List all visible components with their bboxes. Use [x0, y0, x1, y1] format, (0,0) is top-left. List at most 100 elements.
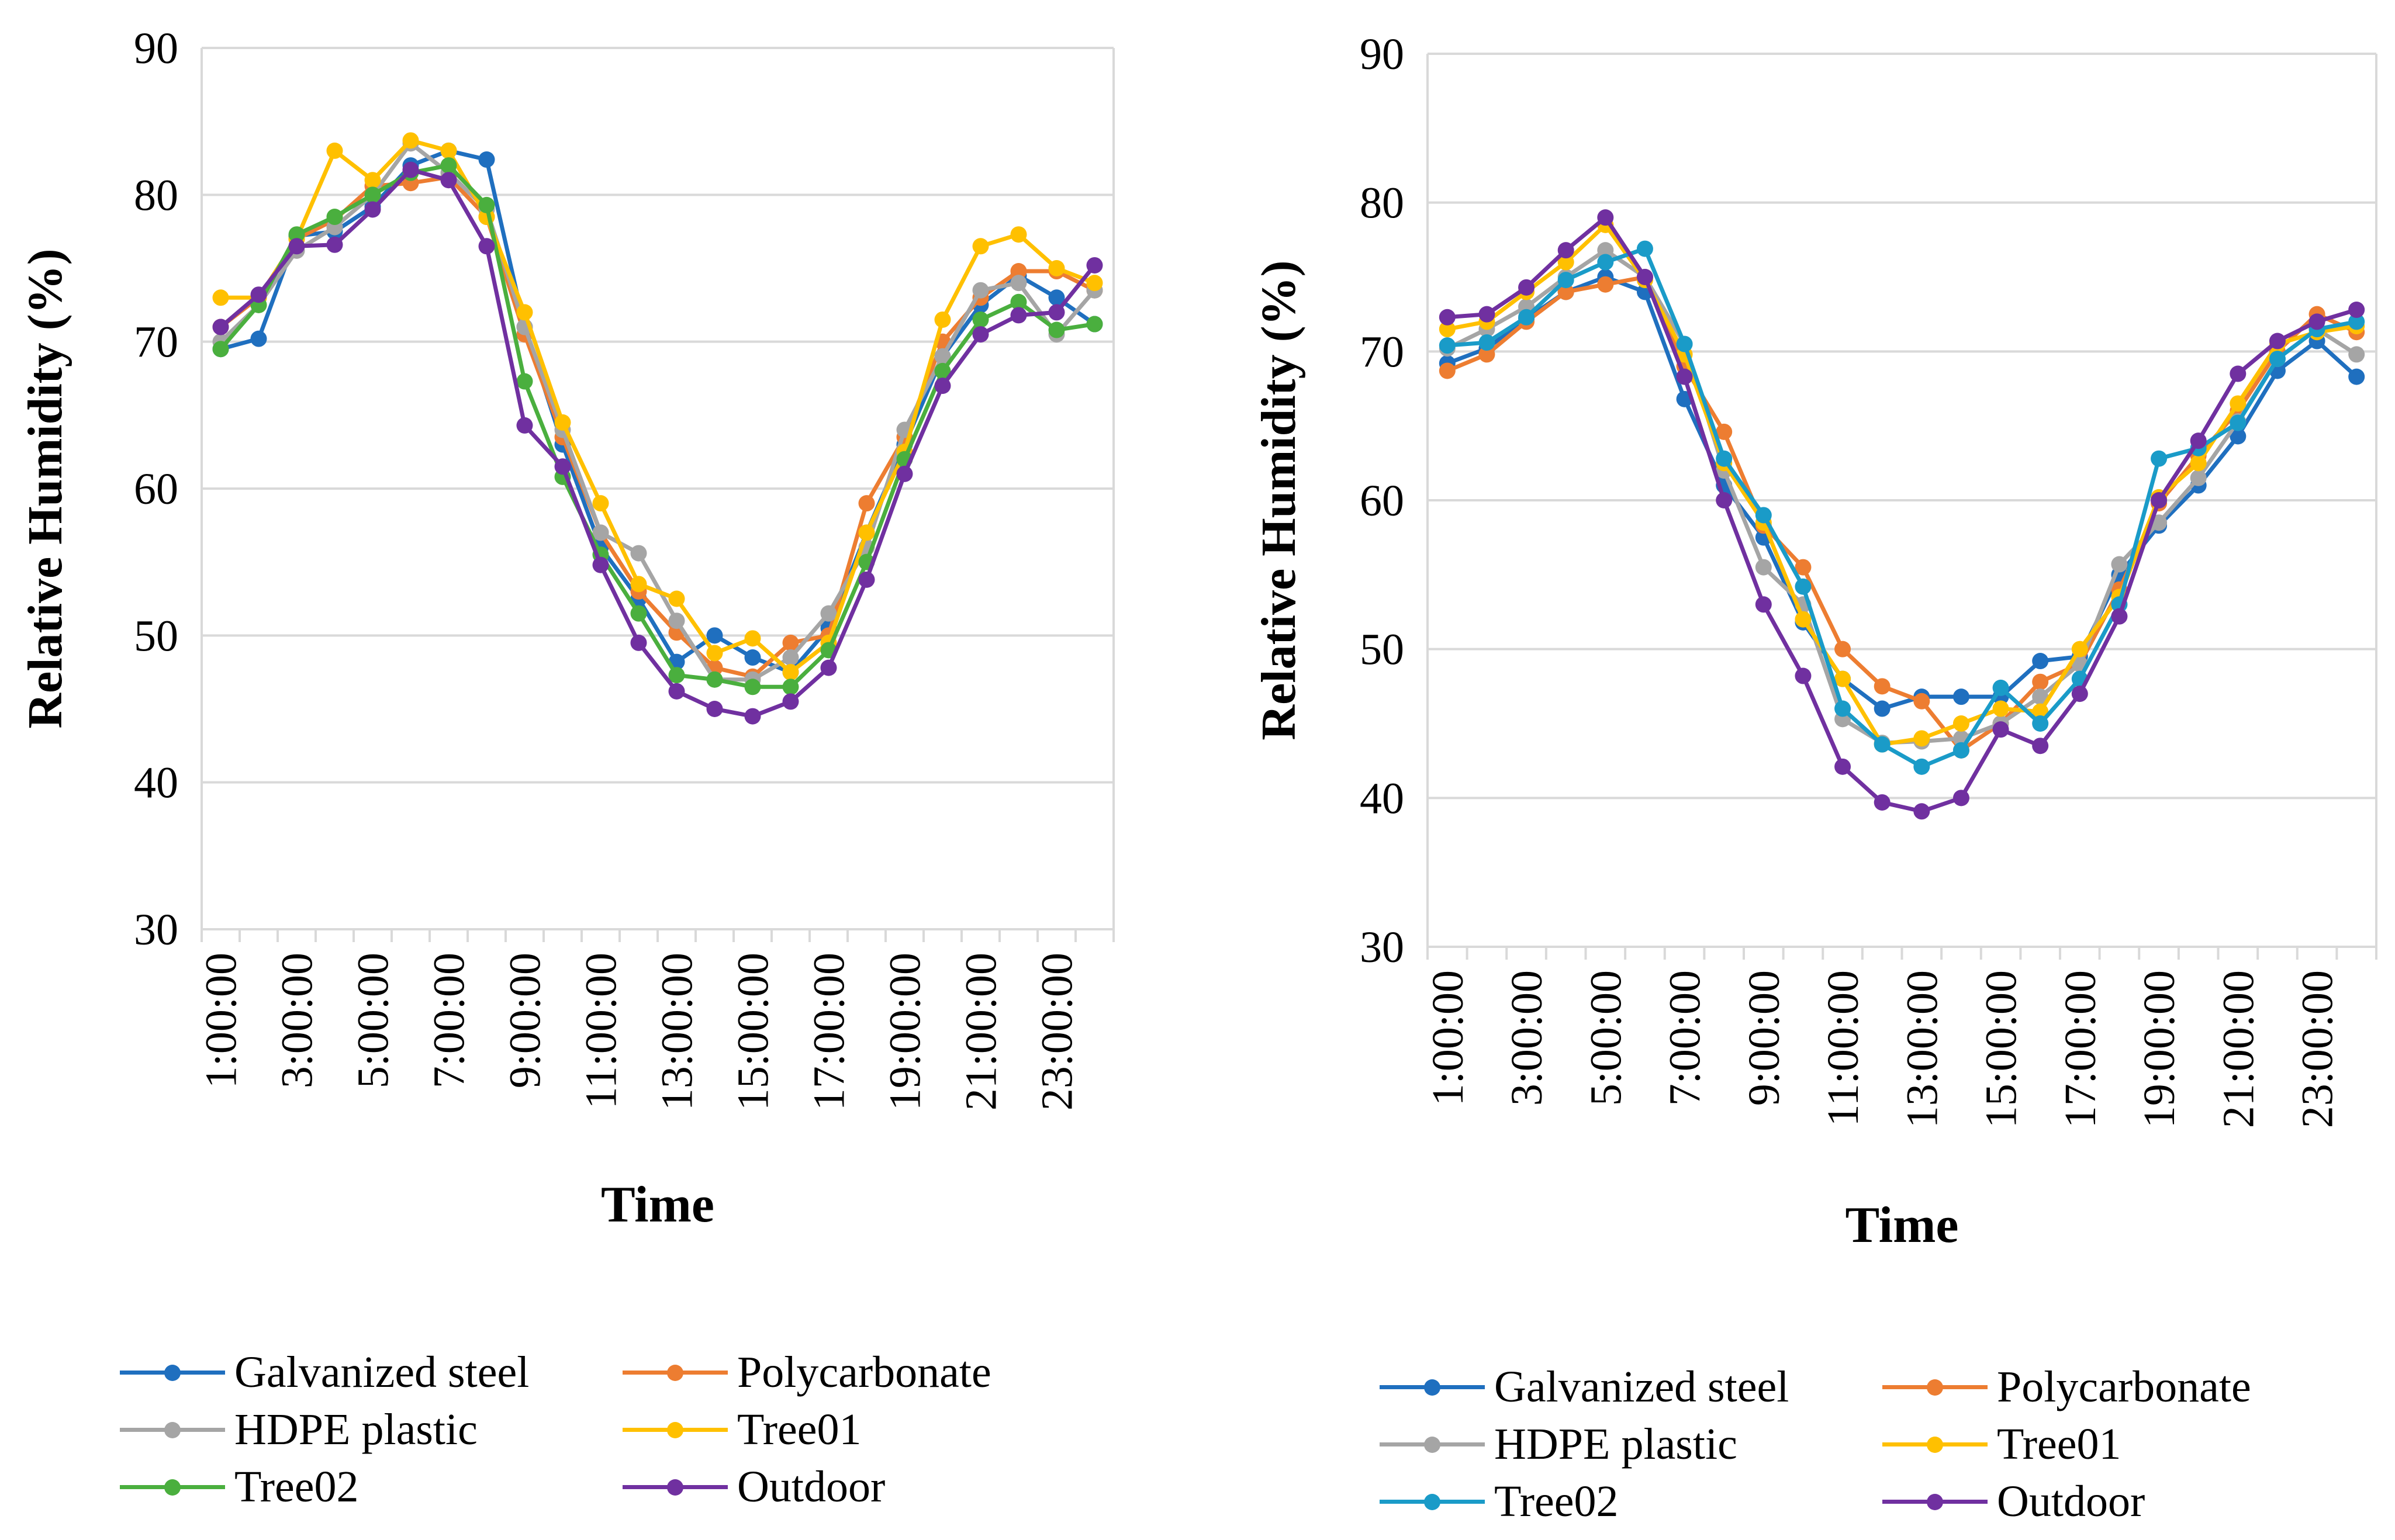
chart-right-data-point: [1557, 242, 1574, 259]
chart-right-legend-label: HDPE plastic: [1494, 1420, 1737, 1469]
chart-left-data-point: [744, 679, 761, 695]
chart-right-data-point: [1874, 736, 1891, 753]
chart-left-xtick-label: 15:00:00: [729, 953, 778, 1110]
chart-right-data-point: [1992, 700, 2009, 717]
chart-left-xtick-label: 1:00:00: [197, 953, 246, 1088]
chart-right-data-point: [2230, 428, 2247, 445]
chart-right-data-point: [2348, 346, 2365, 363]
chart-left-data-point: [668, 612, 685, 629]
chart-left-data-point: [972, 282, 989, 299]
chart-right-series-3: [1439, 216, 2365, 753]
chart-left-data-point: [858, 524, 875, 541]
chart-left-data-point: [972, 238, 989, 255]
chart-right-data-point: [1913, 758, 1930, 775]
legend-swatch-dot: [1424, 1494, 1440, 1510]
chart-left-data-point: [972, 326, 989, 343]
chart-right-data-point: [2190, 469, 2207, 486]
chart-left-data-point: [934, 378, 951, 394]
chart-left-data-point: [516, 417, 533, 434]
chart-right-series-1: [1439, 269, 2365, 759]
chart-right-legend-label: Tree02: [1494, 1477, 1619, 1526]
chart-left-data-point: [858, 571, 875, 588]
chart-right-data-point: [1755, 559, 1772, 576]
chart-left-xtick-label: 19:00:00: [881, 953, 930, 1110]
chart-left-data-point: [250, 286, 267, 303]
chart-right-legend-swatch: [1882, 1476, 1988, 1527]
chart-left-data-point: [592, 524, 609, 541]
chart-left-data-point: [782, 649, 799, 666]
chart-left-data-point: [972, 311, 989, 328]
chart-left-xtick-label: 9:00:00: [501, 953, 550, 1088]
chart-right-xtick-label: 23:00:00: [2293, 970, 2342, 1128]
chart-right-xtick-label: 13:00:00: [1898, 970, 1947, 1128]
legend-swatch-dot: [667, 1365, 683, 1381]
chart-right-data-point: [2348, 313, 2365, 330]
chart-right-data-point: [1597, 209, 1614, 226]
chart-left-data-point: [706, 627, 723, 644]
chart-left-ytick-label: 80: [134, 171, 178, 220]
chart-left-data-point: [364, 186, 381, 203]
chart-left-legend-swatch: [120, 1347, 225, 1397]
chart-right-ytick-label: 90: [1360, 30, 1404, 79]
chart-right-ytick-label: 60: [1360, 476, 1404, 525]
chart-right-series-line: [1446, 275, 2358, 753]
chart-right-data-point: [2230, 414, 2247, 431]
chart-left-data-point: [782, 664, 799, 681]
chart-right-gridlines: [1428, 53, 2376, 948]
chart-left-ytick-label: 60: [134, 465, 178, 514]
chart-left-legend-label: HDPE plastic: [234, 1405, 478, 1454]
chart-right: 30 40 50 60 70 80 90 1:00:00 3:00:00 5:00:00 7:00:…: [1245, 0, 2395, 1540]
chart-right-series-line: [1446, 248, 2358, 745]
chart-left-legend-swatch: [623, 1404, 728, 1455]
chart-left-xtick-label: 21:00:00: [957, 953, 1006, 1110]
chart-left-legend-label: Polycarbonate: [737, 1348, 991, 1397]
chart-right-data-point: [1716, 450, 1733, 467]
chart-right-data-point: [1913, 803, 1930, 820]
chart-left-data-point: [212, 319, 229, 335]
chart-right-xtick-label: 19:00:00: [2135, 970, 2184, 1128]
chart-right-legend-label: Tree01: [1997, 1420, 2121, 1469]
legend-swatch-dot: [164, 1422, 181, 1438]
chart-left-data-point: [934, 348, 951, 365]
chart-right-legend: Galvanized steel Polycarbonate HDPE plasti…: [1380, 1362, 2303, 1527]
chart-right-xtick-label: 1:00:00: [1423, 970, 1473, 1106]
chart-right-legend-swatch: [1380, 1362, 1485, 1412]
chart-right-series-line: [1447, 247, 2357, 769]
chart-left-data-point: [1086, 275, 1103, 292]
chart-left-data-point: [706, 671, 723, 688]
chart-right-data-point: [2151, 492, 2168, 508]
chart-right-data-point: [2111, 608, 2128, 625]
chart-left-data-point: [478, 151, 495, 168]
chart-left-ytick-label: 40: [134, 759, 178, 808]
chart-right-xtick-label: 11:00:00: [1819, 970, 1868, 1126]
chart-left-series-3: [212, 132, 1103, 681]
chart-left-data-point: [820, 659, 837, 676]
chart-left-data-point: [326, 142, 343, 159]
chart-right-legend-swatch: [1380, 1419, 1485, 1469]
chart-left-legend: Galvanized steel Polycarbonate HDPE plasti…: [120, 1347, 1043, 1512]
chart-left-data-point: [554, 414, 571, 431]
chart-right-data-point: [2071, 641, 2088, 657]
chart-left-series-5: [212, 161, 1103, 725]
chart-right-ytick-label: 30: [1360, 923, 1404, 972]
chart-right-data-point: [2111, 556, 2128, 573]
chart-right-data-point: [2348, 302, 2365, 319]
chart-left-data-point: [934, 311, 951, 328]
chart-left-data-point: [250, 330, 267, 347]
chart-right-legend-label: Polycarbonate: [1997, 1362, 2251, 1411]
chart-right-data-point: [1557, 272, 1574, 289]
chart-left-legend-item: HDPE plastic: [120, 1404, 623, 1455]
chart-right-data-point: [1636, 240, 1653, 257]
chart-left-data-point: [592, 556, 609, 573]
chart-right-data-point: [1952, 715, 1969, 732]
chart-right-data-point: [1597, 254, 1614, 271]
chart-left-data-point: [630, 545, 647, 562]
chart-right-data-point: [1952, 790, 1969, 807]
chart-left-data-point: [326, 236, 343, 253]
chart-right-legend-label: Outdoor: [1997, 1477, 2145, 1526]
chart-left-data-point: [364, 201, 381, 218]
chart-right-data-point: [1755, 596, 1772, 613]
chart-right-data-point: [1795, 667, 1812, 684]
chart-right-data-point: [1834, 758, 1851, 775]
legend-swatch-dot: [164, 1365, 181, 1381]
